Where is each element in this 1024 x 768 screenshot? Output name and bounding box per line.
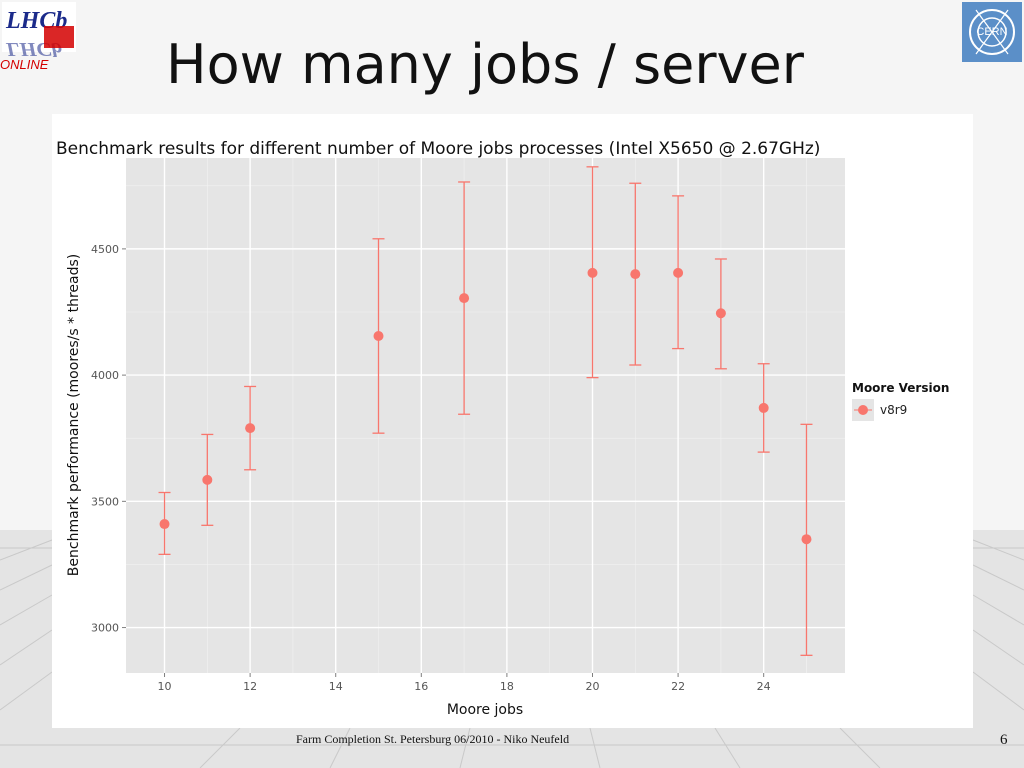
data-point	[758, 402, 769, 413]
plot-panel	[126, 158, 845, 673]
data-point	[673, 267, 684, 278]
data-series	[158, 166, 813, 656]
y-axis-title: Benchmark performance (moores/s * thread…	[66, 254, 82, 576]
chart-title: Benchmark results for different number o…	[56, 139, 820, 159]
data-point	[459, 293, 470, 304]
chart-panel: Benchmark results for different number o…	[52, 114, 973, 728]
data-point	[630, 269, 641, 280]
y-tick-label: 3500	[91, 495, 119, 508]
legend-title: Moore Version	[852, 381, 949, 395]
x-tick-label: 10	[158, 680, 172, 693]
x-tick-label: 24	[757, 680, 771, 693]
data-point	[159, 519, 170, 530]
y-axis-ticks: 3000 3500 4000 4500	[91, 243, 126, 635]
x-tick-label: 14	[329, 680, 343, 693]
x-tick-label: 18	[500, 680, 514, 693]
data-point	[245, 423, 256, 434]
cern-logo: CERN	[962, 2, 1022, 62]
x-tick-label: 16	[414, 680, 428, 693]
legend-label-v8r9: v8r9	[880, 403, 907, 417]
x-axis-title: Moore jobs	[447, 702, 523, 718]
data-point	[202, 474, 213, 485]
data-point	[801, 534, 812, 545]
y-tick-label: 4500	[91, 243, 119, 256]
x-tick-label: 20	[585, 680, 599, 693]
legend: Moore Version v8r9	[852, 381, 949, 421]
y-tick-label: 3000	[91, 622, 119, 635]
x-tick-label: 22	[671, 680, 685, 693]
lhcb-online-logo: LHCb LHCb ONLINE	[0, 2, 76, 72]
online-logo-text: ONLINE	[0, 57, 49, 72]
slide-footer: Farm Completion St. Petersburg 06/2010 -…	[296, 732, 570, 746]
benchmark-chart: Benchmark results for different number o…	[56, 139, 949, 718]
cern-logo-text: CERN	[976, 26, 1007, 38]
legend-key-marker	[858, 405, 868, 415]
slide-title: How many jobs / server	[166, 33, 804, 96]
data-point	[715, 308, 726, 319]
page-number: 6	[1000, 732, 1008, 748]
x-tick-label: 12	[243, 680, 257, 693]
data-point	[373, 330, 384, 341]
data-point	[587, 267, 598, 278]
y-tick-label: 4000	[91, 369, 119, 382]
x-axis-ticks: 10 12 14 16 18 20 22 24	[158, 673, 771, 693]
